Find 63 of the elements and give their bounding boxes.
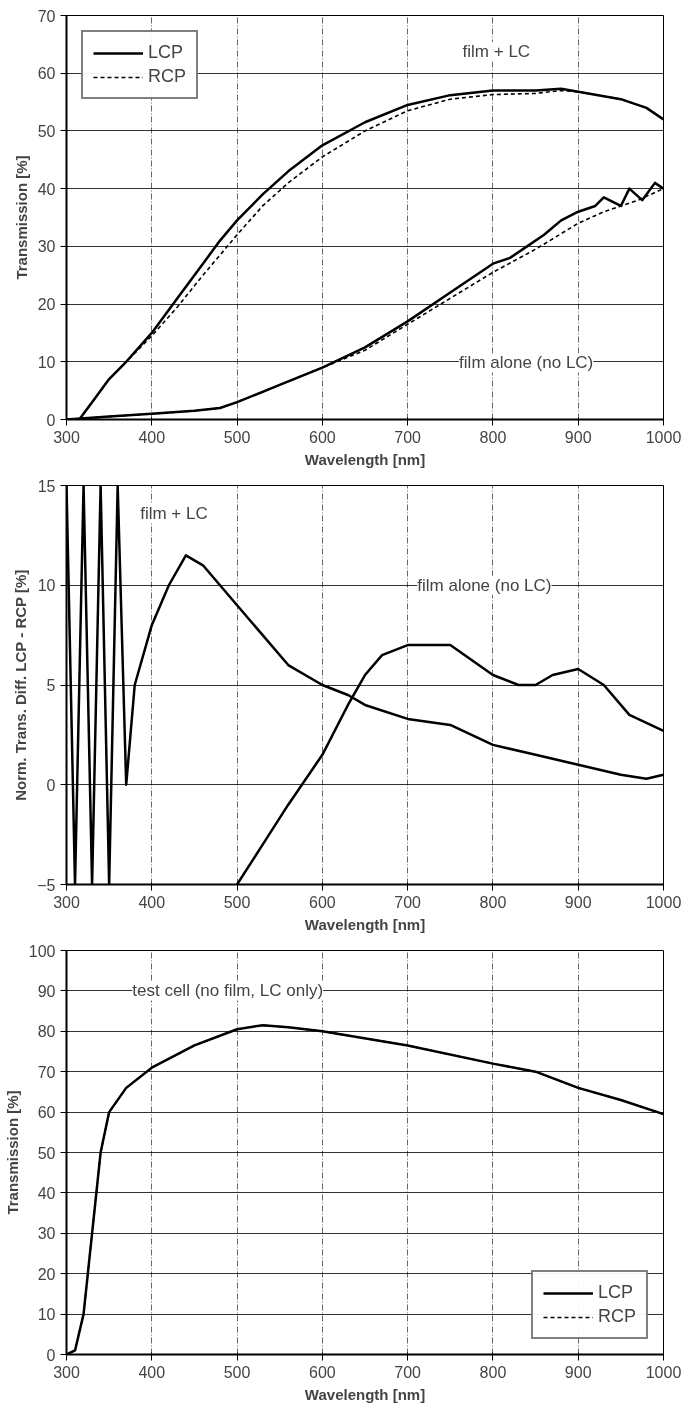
x-tick-label: 300 [53, 893, 80, 911]
y-tick-label: 30 [37, 1225, 56, 1243]
x-tick-label: 400 [138, 1363, 166, 1381]
y-tick-label: 0 [46, 776, 56, 794]
annotation: film alone (no LC) [459, 353, 594, 373]
x-tick-label: 900 [564, 893, 592, 911]
y-tick-label: 20 [37, 296, 56, 314]
y-tick-label: 60 [37, 1104, 56, 1122]
annotation: test cell (no film, LC only) [132, 981, 324, 1001]
x-tick-label: 400 [138, 893, 166, 911]
y-tick-label: 0 [46, 411, 56, 429]
annotation: film + LC [462, 42, 531, 62]
annotation: film alone (no LC) [417, 575, 552, 595]
x-tick-label: 800 [479, 428, 507, 446]
y-tick-label: 60 [37, 65, 56, 83]
y-tick-label: 100 [28, 942, 56, 960]
x-tick-label: 700 [394, 893, 422, 911]
x-tick-label: 1000 [645, 428, 682, 446]
y-tick-label: 10 [37, 1306, 56, 1324]
legend-label: RCP [148, 66, 187, 87]
y-tick-label: 15 [37, 477, 56, 495]
x-axis-title: Wavelength [nm] [304, 450, 426, 468]
x-tick-label: 400 [138, 428, 166, 446]
x-tick-label: 300 [53, 1363, 80, 1381]
y-tick-label: 40 [37, 1184, 56, 1202]
x-tick-label: 900 [564, 428, 592, 446]
y-tick-label: 50 [37, 1144, 56, 1162]
y-tick-label: 5 [46, 677, 56, 694]
x-axis-title: Wavelength [nm] [304, 915, 426, 933]
x-tick-label: 500 [223, 1363, 251, 1381]
x-axis-title: Wavelength [nm] [304, 1385, 426, 1403]
x-tick-label: 800 [479, 1363, 507, 1381]
y-tick-label: 70 [37, 7, 56, 25]
legend-label: LCP [148, 42, 184, 63]
y-tick-label: 90 [37, 982, 56, 1000]
x-tick-label: 600 [309, 893, 336, 911]
legend-label: LCP [597, 1282, 633, 1303]
y-tick-label: 40 [37, 180, 56, 198]
x-tick-label: 300 [53, 428, 80, 446]
y-tick-label: 0 [46, 1346, 56, 1364]
x-tick-label: 800 [479, 893, 507, 911]
y-tick-label: 80 [37, 1023, 56, 1041]
y-tick-label: 50 [37, 122, 56, 140]
x-tick-label: 700 [394, 428, 422, 446]
x-tick-label: 500 [223, 428, 251, 446]
y-tick-label: 10 [37, 353, 56, 371]
x-tick-label: 1000 [645, 1363, 682, 1381]
y-axis-title: Transmission [%] [3, 1090, 21, 1215]
y-tick-label: 70 [37, 1063, 56, 1081]
x-tick-label: 600 [309, 428, 336, 446]
y-tick-label: 20 [37, 1265, 56, 1283]
y-tick-label: −5 [37, 876, 56, 894]
y-axis-title: Norm. Trans. Diff. LCP - RCP [%] [12, 569, 30, 801]
x-tick-label: 1000 [645, 893, 682, 911]
legend-label: RCP [597, 1306, 636, 1327]
y-axis-title: Transmission [%] [12, 155, 30, 280]
x-tick-label: 700 [394, 1363, 422, 1381]
x-tick-label: 500 [223, 893, 251, 911]
x-tick-label: 900 [564, 1363, 592, 1381]
y-tick-label: 30 [37, 238, 56, 256]
y-tick-label: 10 [37, 577, 56, 595]
annotation: film + LC [140, 503, 208, 523]
x-tick-label: 600 [309, 1363, 336, 1381]
